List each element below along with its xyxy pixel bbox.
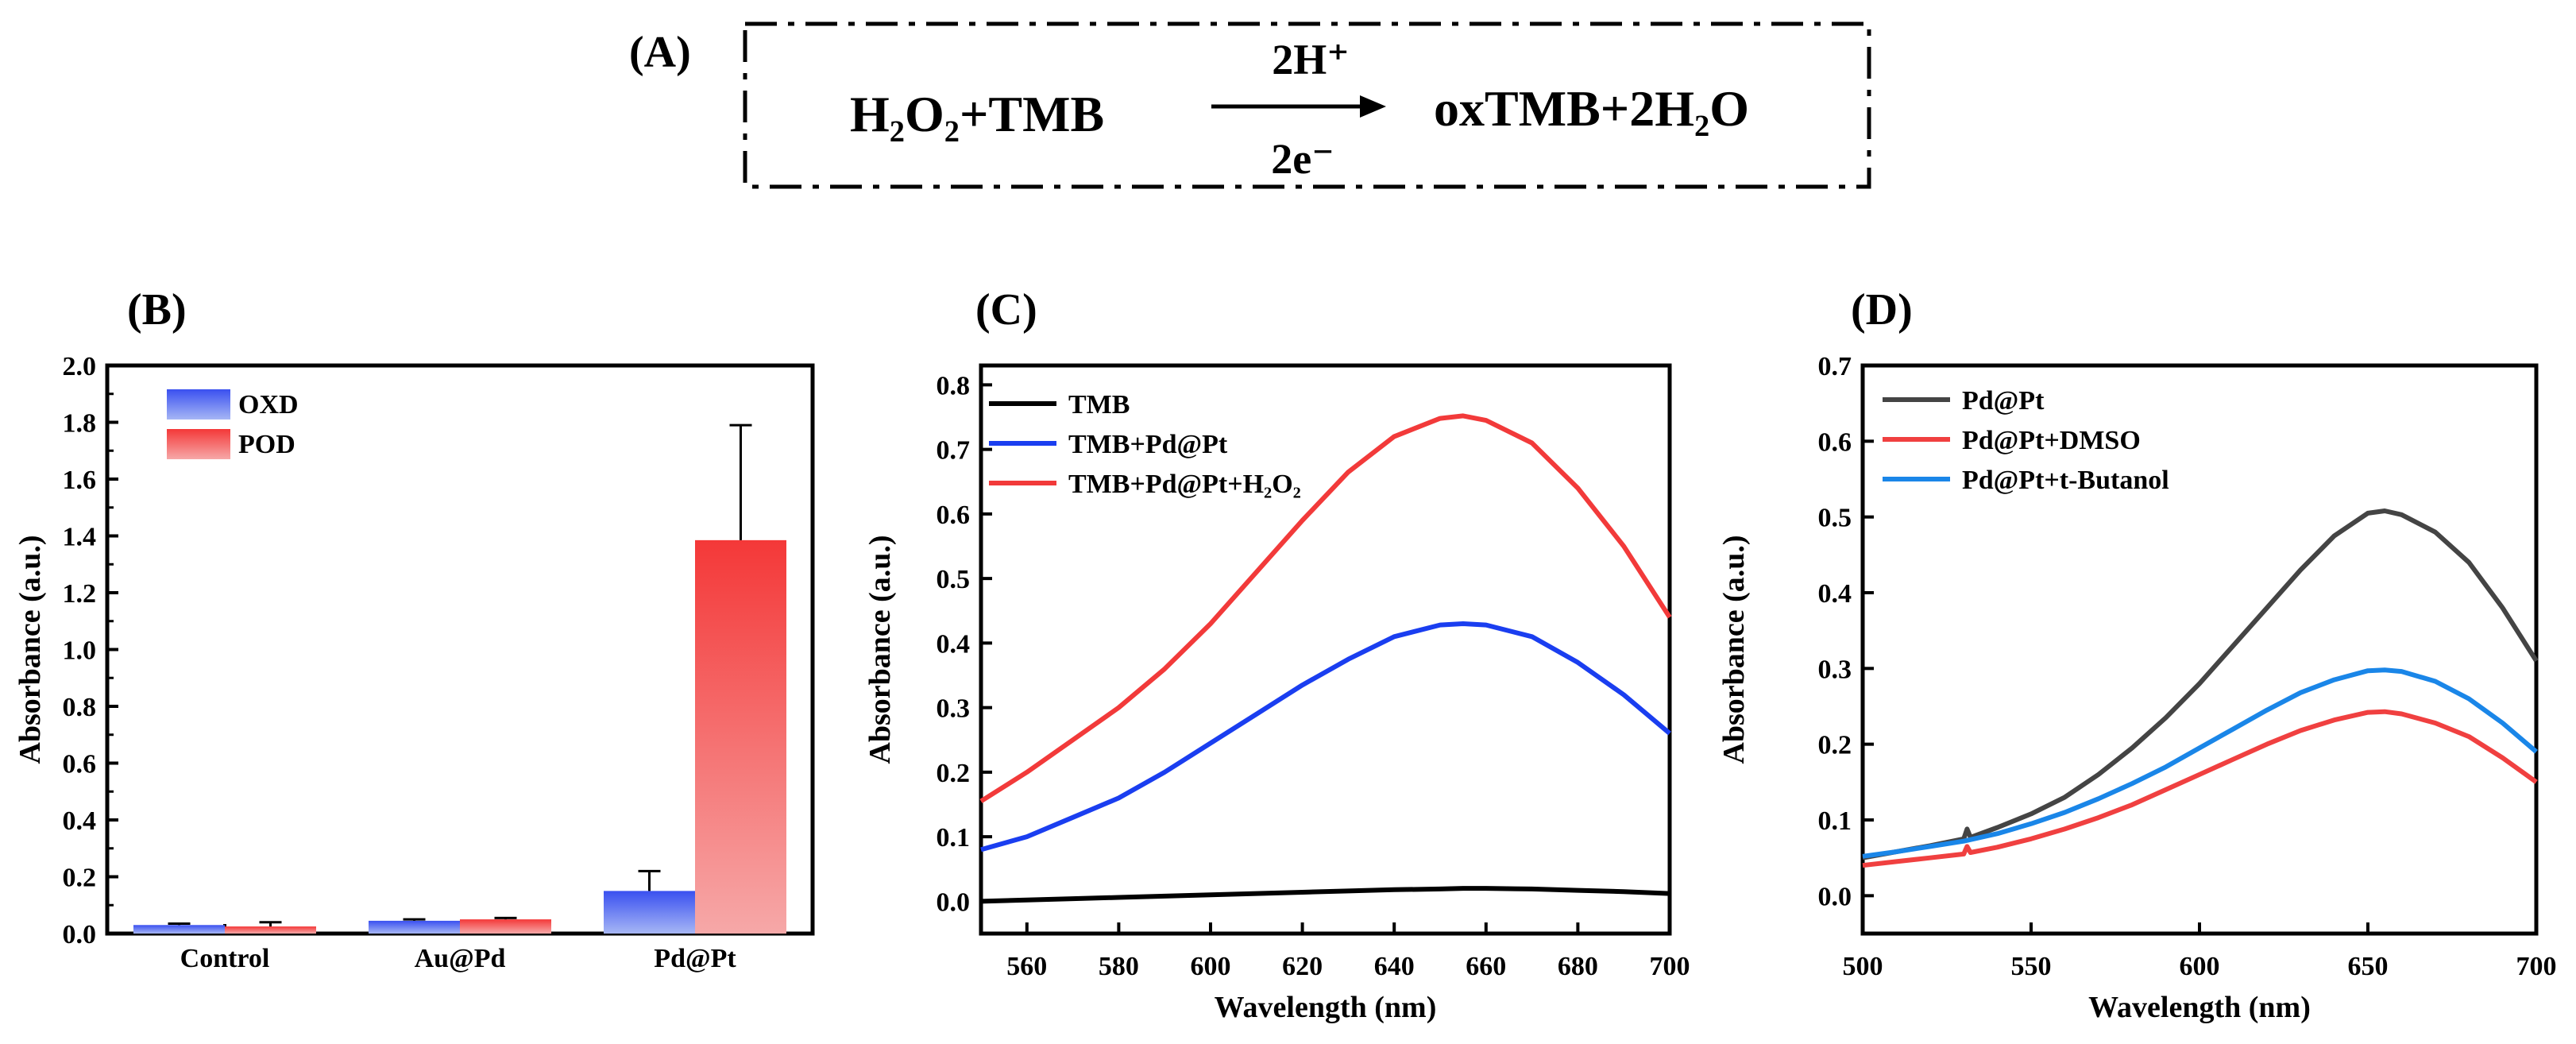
- y-tick-label: 0.4: [937, 629, 971, 659]
- reaction-products: oxTMB+2H₂O: [1434, 80, 1749, 137]
- y-axis-label: Absorbance (a.u.): [863, 535, 897, 764]
- legend-swatch-oxd: [167, 389, 230, 420]
- panel-b-label: (B): [127, 285, 187, 334]
- legend-label-pd-pt-dmso: Pd@Pt+DMSO: [1962, 426, 2141, 455]
- x-tick-label-au-pd: Au@Pd: [415, 944, 506, 973]
- y-tick-label: 1.2: [63, 579, 97, 609]
- plus-sign-2: +: [1601, 80, 1629, 137]
- y-tick-label: 0.4: [1818, 579, 1852, 609]
- series-line-pd-pt: [1862, 508, 2539, 860]
- plot-frame-c: [979, 363, 1672, 936]
- legend-label-oxd: OXD: [238, 390, 299, 420]
- panel-d-chart: (D) 0.0 0.1 0.2 0.3 0.4 0.5 0.6 0.7 500 550 600 650…: [1717, 285, 2557, 1024]
- panel-b-chart: (B) 0.0 0.2 0.4 0.6 0.8 1.0 1.2 1.4 1.6 1.8 2.0 Con…: [14, 285, 815, 973]
- y-tick-label: 0.2: [1818, 731, 1852, 760]
- y-tick-label: 0.8: [63, 693, 97, 722]
- panel-c-label: (C): [975, 285, 1037, 334]
- product-2: 2H₂O: [1629, 80, 1749, 137]
- y-tick-label: 0.6: [937, 501, 971, 530]
- y-tick-label: 0.6: [63, 750, 97, 779]
- plus-sign-1: +: [960, 86, 988, 142]
- legend-label-tmb-pd-pt-h-o: TMB+Pd@Pt+H₂O₂: [1068, 470, 1301, 499]
- bar-pod-au-pd: [460, 919, 551, 934]
- series-line-pd-pt-t-butanol: [1862, 667, 2538, 859]
- above-arrow-text: 2H⁺: [1272, 36, 1350, 83]
- y-tick-label: 0.4: [63, 806, 97, 836]
- legend-label-pd-pt: Pd@Pt: [1962, 386, 2045, 416]
- y-tick-label: 0.5: [937, 565, 971, 594]
- x-tick-label: 620: [1282, 952, 1323, 981]
- y-tick-label: 1.4: [63, 523, 97, 552]
- x-tick-label: 550: [2011, 952, 2052, 981]
- reaction-arrow-head: [1360, 95, 1386, 118]
- legend-label-tmb: TMB: [1068, 390, 1130, 420]
- below-arrow-text: 2e⁻: [1271, 135, 1334, 183]
- legend-label-pod: POD: [238, 430, 295, 459]
- series-line-tmb: [980, 886, 1670, 904]
- x-tick-label-pd-pt: Pd@Pt: [654, 944, 736, 973]
- y-tick-label: 0.1: [1818, 806, 1852, 836]
- panel-a-label: (A): [629, 28, 691, 77]
- x-tick-label: 580: [1099, 952, 1139, 981]
- reactant-1: H₂O₂: [850, 86, 960, 142]
- legend-label-tmb-pd-pt: TMB+Pd@Pt: [1068, 430, 1228, 459]
- bar-oxd-au-pd: [369, 920, 460, 934]
- x-tick-label: 660: [1466, 952, 1506, 981]
- legend-swatch-pod: [167, 429, 230, 459]
- x-axis-label: Wavelength (nm): [1215, 991, 1437, 1024]
- product-1: oxTMB: [1434, 80, 1601, 137]
- y-tick-label: 0.0: [63, 920, 97, 949]
- y-tick-label: 1.0: [63, 636, 97, 666]
- panel-a: (A) H₂O₂+TMB 2H⁺ 2e⁻ oxTMB+2H₂O: [629, 21, 1871, 189]
- y-tick-label: 0.0: [937, 887, 971, 917]
- x-tick-label: 700: [2516, 952, 2557, 981]
- y-tick-label: 0.7: [1818, 352, 1852, 381]
- y-tick-label: 0.7: [937, 436, 971, 466]
- y-axis-label: Absorbance (a.u.): [1717, 535, 1751, 764]
- y-tick-label: 0.2: [63, 864, 97, 893]
- reactant-2: TMB: [988, 86, 1104, 142]
- y-tick-label: 0.1: [937, 823, 971, 853]
- x-tick-label: 700: [1650, 952, 1690, 981]
- series-line-tmb-pd-pt: [980, 621, 1671, 853]
- bar-oxd-control: [133, 925, 225, 934]
- reaction-box: [743, 21, 1871, 189]
- y-tick-label: 0.6: [1818, 427, 1852, 457]
- x-tick-label: 650: [2348, 952, 2389, 981]
- y-tick-label: 0.3: [937, 694, 971, 724]
- x-tick-label: 560: [1006, 952, 1047, 981]
- reaction-reactants: H₂O₂+TMB: [850, 86, 1104, 142]
- y-tick-label: 0.3: [1818, 655, 1852, 684]
- y-axis-label: Absorbance (a.u.): [14, 535, 47, 764]
- y-tick-label: 0.2: [937, 759, 971, 788]
- y-tick-label: 0.5: [1818, 504, 1852, 533]
- x-axis-label: Wavelength (nm): [2088, 991, 2311, 1024]
- bar-oxd-pd-pt: [604, 891, 695, 934]
- y-tick-label: 1.6: [63, 466, 97, 495]
- y-tick-label: 0.0: [1818, 882, 1852, 911]
- x-tick-label: 680: [1558, 952, 1598, 981]
- x-tick-label: 640: [1374, 952, 1415, 981]
- x-tick-label-control: Control: [180, 944, 270, 973]
- bar-pod-control: [225, 926, 316, 934]
- panel-d-label: (D): [1851, 285, 1913, 334]
- y-tick-label: 0.8: [937, 371, 971, 400]
- x-tick-label: 600: [2180, 952, 2220, 981]
- y-tick-label: 2.0: [63, 352, 97, 381]
- y-tick-label: 1.8: [63, 409, 97, 439]
- x-tick-label: 500: [1843, 952, 1883, 981]
- legend-label-pd-pt-t-butanol: Pd@Pt+t-Butanol: [1962, 466, 2169, 495]
- x-tick-label: 600: [1191, 952, 1231, 981]
- panel-c-chart: (C) 0.0 0.1 0.2 0.3 0.4 0.5 0.6 0.7 0.8 560 580 600…: [863, 285, 1690, 1024]
- series-line-tmb-pd-pt-h-o: [979, 413, 1672, 803]
- bar-pod-pd-pt: [695, 539, 786, 934]
- series-line-pd-pt-dmso: [1862, 709, 2538, 868]
